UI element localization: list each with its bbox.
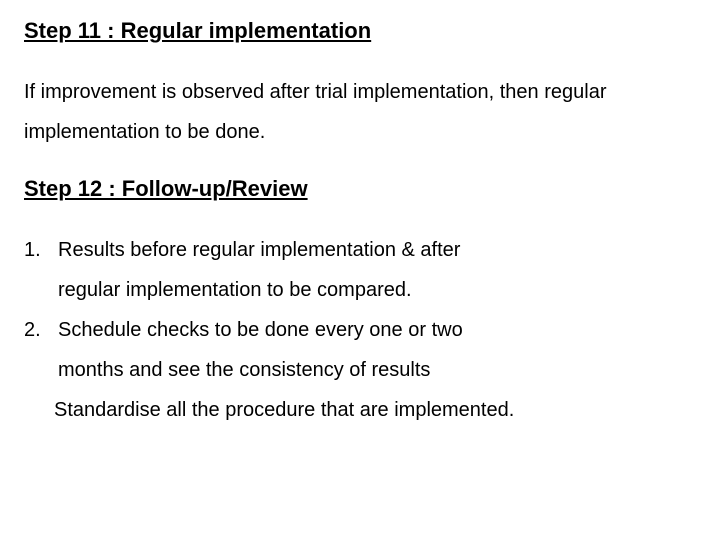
list-item: 1. Results before regular implementation… — [24, 230, 696, 270]
closing-line: Standardise all the procedure that are i… — [24, 390, 696, 430]
list-item-continuation: regular implementation to be compared. — [24, 270, 696, 310]
step-11-heading: Step 11 : Regular implementation — [24, 18, 696, 44]
list-text: months and see the consistency of result… — [58, 350, 696, 390]
step-12-heading: Step 12 : Follow-up/Review — [24, 176, 696, 202]
step-12-list: 1. Results before regular implementation… — [24, 230, 696, 430]
list-text: regular implementation to be compared. — [58, 270, 696, 310]
list-number: 1. — [24, 230, 58, 270]
step-11-body: If improvement is observed after trial i… — [24, 72, 696, 152]
list-item: 2. Schedule checks to be done every one … — [24, 310, 696, 350]
document-page: Step 11 : Regular implementation If impr… — [0, 0, 720, 430]
closing-text: Standardise all the procedure that are i… — [54, 390, 514, 430]
list-number: 2. — [24, 310, 58, 350]
list-item-continuation: months and see the consistency of result… — [24, 350, 696, 390]
list-text: Results before regular implementation & … — [58, 230, 696, 270]
list-text: Schedule checks to be done every one or … — [58, 310, 696, 350]
